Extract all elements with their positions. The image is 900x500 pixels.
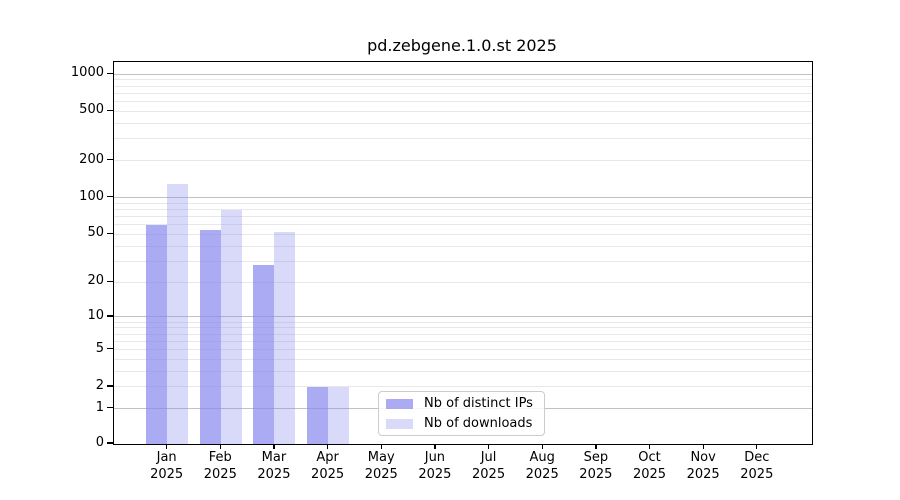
x-tick-label: Dec 2025 [740,450,774,482]
x-tick-label: Jul 2025 [472,450,506,482]
y-gridline-minor [114,110,812,112]
x-tick [595,444,597,450]
legend-label: Nb of distinct IPs [424,395,533,411]
legend-entry: Nb of downloads [386,416,537,432]
x-tick [166,444,168,450]
y-tick-label: 2 [95,377,104,393]
y-gridline-minor [114,340,812,342]
y-gridline-major [114,316,812,318]
legend-swatch-downloads [386,418,413,429]
x-tick [702,444,704,450]
chart-title: pd.zebgene.1.0.st 2025 [367,36,557,55]
y-tick-label: 1 [95,399,104,415]
bar-nb-of-distinct-ips-jan [145,224,167,444]
y-gridline-minor [114,202,812,204]
x-tick-label: Apr 2025 [311,450,345,482]
legend-swatch-distinct-ips [386,398,413,409]
bar-nb-of-distinct-ips-apr [306,386,328,444]
x-tick [434,444,436,450]
x-tick [219,444,221,450]
x-tick [380,444,382,450]
x-tick [273,444,275,450]
y-tick [107,315,113,317]
y-tick-label: 20 [87,273,104,289]
y-tick [107,442,113,444]
y-tick [107,347,113,350]
y-tick-label: 100 [79,188,104,204]
y-tick [107,196,113,198]
x-tick-label: Oct 2025 [632,450,667,482]
y-gridline-minor [114,79,812,81]
y-tick [107,159,113,161]
legend: Nb of distinct IPs Nb of downloads [378,391,545,436]
y-tick [107,407,113,409]
y-gridline-minor [114,216,812,218]
bar-nb-of-distinct-ips-feb [199,230,221,444]
y-gridline-minor [114,92,812,94]
y-gridline-major [114,73,812,75]
y-gridline-minor [114,327,812,329]
y-gridline-minor [114,281,812,283]
y-gridline-minor [114,160,812,162]
y-tick [107,72,113,74]
y-tick-label: 500 [79,102,104,118]
y-gridline-minor [114,333,812,335]
x-tick [648,444,651,450]
plot-area [113,61,813,445]
x-tick [541,444,543,450]
x-tick [487,444,490,450]
x-tick [756,444,758,450]
bar-nb-of-downloads-jan [166,184,188,444]
x-tick-label: Jun 2025 [418,450,452,482]
x-tick-label: Feb 2025 [203,450,237,482]
y-gridline-minor [114,386,812,388]
x-tick-label: May 2025 [364,450,398,482]
x-tick-label: Nov 2025 [686,450,720,482]
x-tick-label: Aug 2025 [525,450,559,482]
bar-nb-of-downloads-feb [220,210,242,444]
y-gridline-minor [114,233,812,235]
y-gridline-minor [114,260,812,262]
x-tick [327,444,329,450]
y-gridline-minor [114,224,812,226]
y-gridline-minor [114,358,812,360]
y-gridline-minor [114,122,812,124]
y-gridline-major [114,197,812,199]
y-gridline-minor [114,321,812,323]
legend-entry: Nb of distinct IPs [386,396,537,412]
y-tick-label: 50 [87,225,104,241]
y-tick [107,109,113,112]
y-gridline-minor [114,245,812,247]
x-tick-label: Jan 2025 [150,450,184,482]
y-tick-label: 200 [79,151,104,167]
y-tick-label: 10 [87,307,104,323]
y-gridline-minor [114,349,812,351]
y-gridline-minor [114,209,812,211]
x-tick-label: Mar 2025 [257,450,291,482]
bar-nb-of-distinct-ips-mar [253,264,275,444]
bar-nb-of-downloads-mar [274,232,296,444]
y-gridline-minor [114,101,812,103]
y-tick [107,280,113,282]
x-tick-label: Sep 2025 [579,450,613,482]
y-gridline-minor [114,138,812,140]
y-tick-label: 5 [95,340,104,356]
y-tick-label: 0 [95,435,104,450]
legend-label: Nb of downloads [424,415,533,431]
y-gridline-minor [114,370,812,372]
y-gridline-minor [114,85,812,87]
y-tick [107,385,113,387]
y-tick [107,232,113,235]
y-tick-label: 1000 [70,65,104,81]
bar-nb-of-downloads-apr [327,386,349,444]
